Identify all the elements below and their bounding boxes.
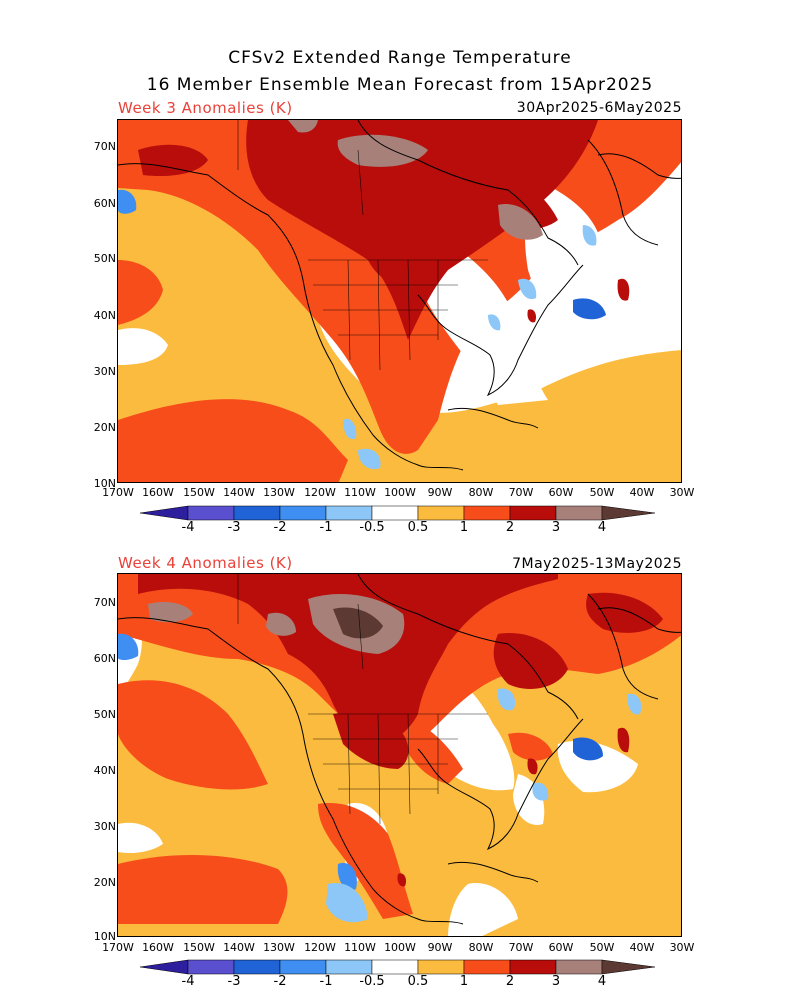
colorbar-swatch: [417, 505, 465, 521]
lon-label: 140W: [223, 941, 255, 954]
lon-label: 80W: [468, 486, 494, 499]
lon-label: 70W: [508, 941, 534, 954]
lat-label: 10N: [93, 477, 116, 490]
lat-label: 40N: [93, 309, 116, 322]
colorbar-label: 0.5: [407, 974, 429, 989]
colorbar-swatch: [325, 505, 373, 521]
title-line-2: 16 Member Ensemble Mean Forecast from 15…: [146, 75, 654, 95]
lat-label: 50N: [93, 708, 116, 721]
lat-label: 50N: [93, 252, 116, 265]
lon-label: 60W: [548, 941, 574, 954]
lon-label: 70W: [508, 486, 534, 499]
colorbar-label: -0.5: [359, 520, 385, 535]
week3-label: Week 3 Anomalies (K): [118, 99, 293, 117]
colorbar-swatch: [601, 505, 656, 521]
lon-label: 110W: [344, 941, 376, 954]
colorbar-swatch: [463, 959, 511, 975]
lon-label: 30W: [669, 941, 695, 954]
colorbar-label: -2: [273, 520, 287, 535]
colorbar-swatch: [279, 959, 327, 975]
colorbar-label: -1: [319, 974, 333, 989]
colorbar-swatch: [140, 505, 189, 521]
lat-label: 60N: [93, 197, 116, 210]
week4-anomaly-field: [118, 574, 681, 936]
lat-label: 60N: [93, 652, 116, 665]
colorbar-swatch: [509, 959, 557, 975]
colorbar-label: -0.5: [359, 974, 385, 989]
lon-label: 130W: [263, 486, 295, 499]
lat-label: 30N: [93, 820, 116, 833]
week3-anomaly-field: [118, 120, 681, 482]
lon-label: 150W: [183, 941, 215, 954]
week4-label: Week 4 Anomalies (K): [118, 554, 293, 572]
colorbar-swatch: [509, 505, 557, 521]
lat-label: 10N: [93, 930, 116, 943]
lon-label: 170W: [102, 941, 134, 954]
lon-label: 160W: [142, 486, 174, 499]
lon-label: 130W: [263, 941, 295, 954]
lon-label: 40W: [629, 941, 655, 954]
lon-label: 60W: [548, 486, 574, 499]
lon-label: 90W: [427, 941, 453, 954]
colorbar-swatch: [279, 505, 327, 521]
lat-label: 20N: [93, 876, 116, 889]
colorbar-week4: [140, 959, 656, 975]
week4-map: [117, 573, 682, 937]
colorbar-swatch: [555, 959, 603, 975]
lon-label: 120W: [304, 941, 336, 954]
week3-map: [117, 119, 682, 483]
colorbar-swatch: [325, 959, 373, 975]
lon-label: 80W: [468, 941, 494, 954]
lat-label: 20N: [93, 421, 116, 434]
lon-label: 140W: [223, 486, 255, 499]
lon-label: 30W: [669, 486, 695, 499]
week4-dates: 7May2025-13May2025: [512, 556, 682, 572]
colorbar-week3: [140, 505, 656, 521]
title-line-1: CFSv2 Extended Range Temperature: [228, 48, 572, 68]
week3-dates: 30Apr2025-6May2025: [516, 100, 682, 116]
lon-label: 170W: [102, 486, 134, 499]
colorbar-swatch: [140, 959, 189, 975]
lon-label: 150W: [183, 486, 215, 499]
colorbar-label: -4: [181, 974, 195, 989]
lat-label: 70N: [93, 596, 116, 609]
colorbar-label: 4: [597, 974, 607, 989]
colorbar-label: 4: [597, 520, 607, 535]
lon-label: 160W: [142, 941, 174, 954]
colorbar-label: 1: [459, 974, 469, 989]
colorbar-swatch: [601, 959, 656, 975]
lon-label: 50W: [589, 941, 615, 954]
colorbar-label: 3: [551, 974, 561, 989]
colorbar-swatch: [233, 959, 281, 975]
lon-label: 100W: [384, 941, 416, 954]
lat-label: 40N: [93, 764, 116, 777]
colorbar-swatch: [555, 505, 603, 521]
colorbar-label: 3: [551, 520, 561, 535]
lat-label: 30N: [93, 365, 116, 378]
colorbar-label: 2: [505, 520, 515, 535]
colorbar-swatch: [463, 505, 511, 521]
colorbar-swatch: [187, 959, 235, 975]
colorbar-label: -3: [227, 974, 241, 989]
colorbar-swatch: [417, 959, 465, 975]
lon-label: 110W: [344, 486, 376, 499]
colorbar-label: 2: [505, 974, 515, 989]
lon-label: 40W: [629, 486, 655, 499]
colorbar-swatch: [371, 959, 419, 975]
colorbar-label: -2: [273, 974, 287, 989]
colorbar-label: 1: [459, 520, 469, 535]
lon-label: 90W: [427, 486, 453, 499]
colorbar-label: -4: [181, 520, 195, 535]
colorbar-label: -3: [227, 520, 241, 535]
colorbar-label: -1: [319, 520, 333, 535]
colorbar-label: 0.5: [407, 520, 429, 535]
lon-label: 50W: [589, 486, 615, 499]
lat-label: 70N: [93, 140, 116, 153]
lon-label: 120W: [304, 486, 336, 499]
lon-label: 100W: [384, 486, 416, 499]
colorbar-swatch: [371, 505, 419, 521]
colorbar-swatch: [233, 505, 281, 521]
colorbar-swatch: [187, 505, 235, 521]
